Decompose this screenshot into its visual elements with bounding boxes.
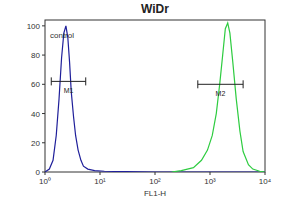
y-tick	[42, 113, 45, 114]
gate-end	[85, 77, 86, 85]
gate: M2	[198, 80, 243, 97]
y-tick	[42, 142, 45, 143]
x-tick	[210, 172, 211, 175]
gate-label: M1	[64, 87, 74, 94]
y-tick	[42, 25, 45, 26]
gate-end	[197, 80, 198, 88]
y-tick	[42, 84, 45, 85]
x-tick-label: 10⁴	[259, 177, 272, 186]
x-tick-label: 10¹	[94, 177, 106, 186]
y-tick-label: 0	[36, 168, 41, 177]
gate-end	[243, 80, 244, 88]
chart: WiDr 0 20 40 60 80 100 10⁰ 10¹ 10² 10³ 10⁴ FL1-H M1 M2…	[0, 0, 300, 200]
y-tick-label: 60	[31, 80, 40, 89]
gate: M1	[51, 77, 85, 94]
x-tick	[155, 172, 156, 175]
x-tick-label: 10⁰	[39, 177, 51, 186]
y-tick-label: 20	[31, 139, 40, 148]
gate-bar	[51, 81, 85, 82]
y-tick	[42, 55, 45, 56]
y-tick-label: 100	[27, 22, 41, 31]
x-tick	[45, 172, 46, 175]
x-tick	[100, 172, 101, 175]
gate-label: M2	[216, 90, 226, 97]
title: WiDr	[141, 2, 169, 16]
x-tick	[265, 172, 266, 175]
x-tick-label: 10³	[204, 177, 216, 186]
x-axis-label: FL1-H	[144, 189, 166, 198]
gate-end	[51, 77, 52, 85]
y-tick-label: 40	[31, 110, 40, 119]
histogram-line	[172, 23, 265, 172]
x-tick-label: 10²	[149, 177, 161, 186]
histogram-line	[45, 26, 265, 172]
plot-marks	[45, 23, 265, 172]
y-tick-label: 80	[31, 51, 40, 60]
plot-frame	[45, 20, 265, 172]
series-label: control	[50, 31, 74, 40]
gate-bar	[198, 84, 243, 85]
